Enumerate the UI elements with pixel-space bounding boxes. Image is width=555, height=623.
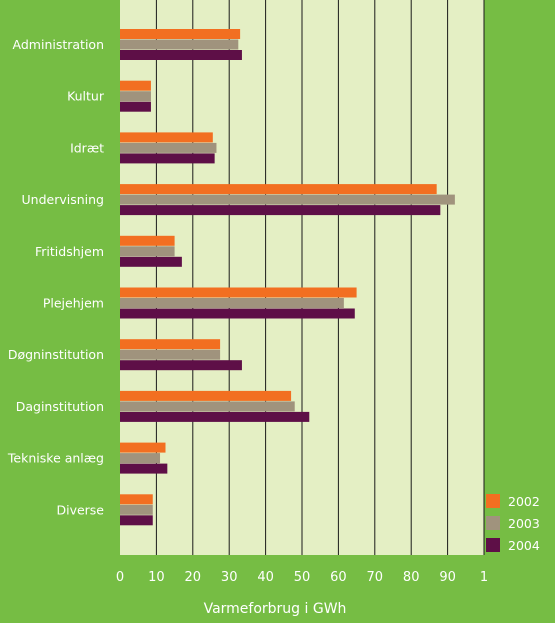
category-label: Kultur	[67, 89, 105, 104]
bar	[120, 494, 153, 505]
bar	[120, 39, 239, 50]
bar	[120, 205, 441, 216]
bar	[120, 504, 153, 515]
bar	[120, 442, 166, 453]
x-tick-label: 10	[148, 570, 165, 585]
category-label: Idræt	[70, 140, 104, 155]
category-label: Administration	[13, 37, 104, 52]
x-tick-label: 70	[367, 570, 384, 585]
bar	[120, 132, 213, 143]
legend-swatch	[486, 538, 500, 552]
x-tick-label: 0	[116, 570, 124, 585]
bar	[120, 91, 151, 102]
bar	[120, 298, 344, 308]
category-labels: Administration Kultur Idræt Undervisning Fri…	[7, 37, 105, 517]
category-label: Tekniske anlæg	[7, 451, 104, 466]
category-label: Diverse	[56, 502, 104, 517]
bar	[120, 515, 153, 526]
legend-swatch	[486, 494, 500, 508]
x-tick-label: 40	[257, 570, 274, 585]
bar	[120, 101, 151, 112]
bar	[120, 360, 242, 371]
bar	[120, 235, 175, 246]
legend-label: 2003	[508, 516, 540, 531]
x-tick-label: 60	[330, 570, 347, 585]
bar	[120, 463, 168, 474]
category-label: Daginstitution	[16, 399, 104, 414]
bar	[120, 80, 151, 91]
x-tick-label: 1	[480, 570, 488, 585]
bar	[120, 401, 295, 412]
category-label: Døgninstitution	[8, 347, 104, 362]
legend: 2002 2003 2004	[486, 494, 540, 553]
bar-series	[120, 29, 455, 526]
x-tick-label: 50	[294, 570, 311, 585]
bar	[120, 339, 221, 350]
bar	[120, 142, 217, 153]
x-tick-label: 80	[403, 570, 420, 585]
bar	[120, 29, 241, 39]
bar	[120, 153, 215, 164]
bar	[120, 308, 355, 319]
bar	[120, 390, 292, 401]
category-label: Plejehjem	[43, 296, 104, 311]
legend-swatch	[486, 516, 500, 530]
bar	[120, 453, 161, 464]
bar	[120, 287, 357, 298]
x-tick-label: 20	[185, 570, 202, 585]
bar	[120, 349, 221, 360]
legend-label: 2004	[508, 538, 540, 553]
bar	[120, 50, 242, 60]
bar	[120, 256, 182, 267]
x-tick-label: 90	[439, 570, 456, 585]
bar	[120, 246, 175, 257]
x-tick-labels: 0 10 20 30 40 50 60 70 80 90 1	[116, 570, 488, 585]
category-label: Fritidshjem	[35, 244, 104, 259]
grid-lines	[155, 0, 485, 555]
legend-label: 2002	[508, 494, 540, 509]
x-tick-label: 30	[221, 570, 238, 585]
bar	[120, 411, 310, 422]
bar	[120, 184, 437, 195]
category-label: Undervisning	[22, 192, 104, 207]
x-axis-title: Varmeforbrug i GWh	[204, 601, 347, 617]
bar	[120, 194, 455, 205]
